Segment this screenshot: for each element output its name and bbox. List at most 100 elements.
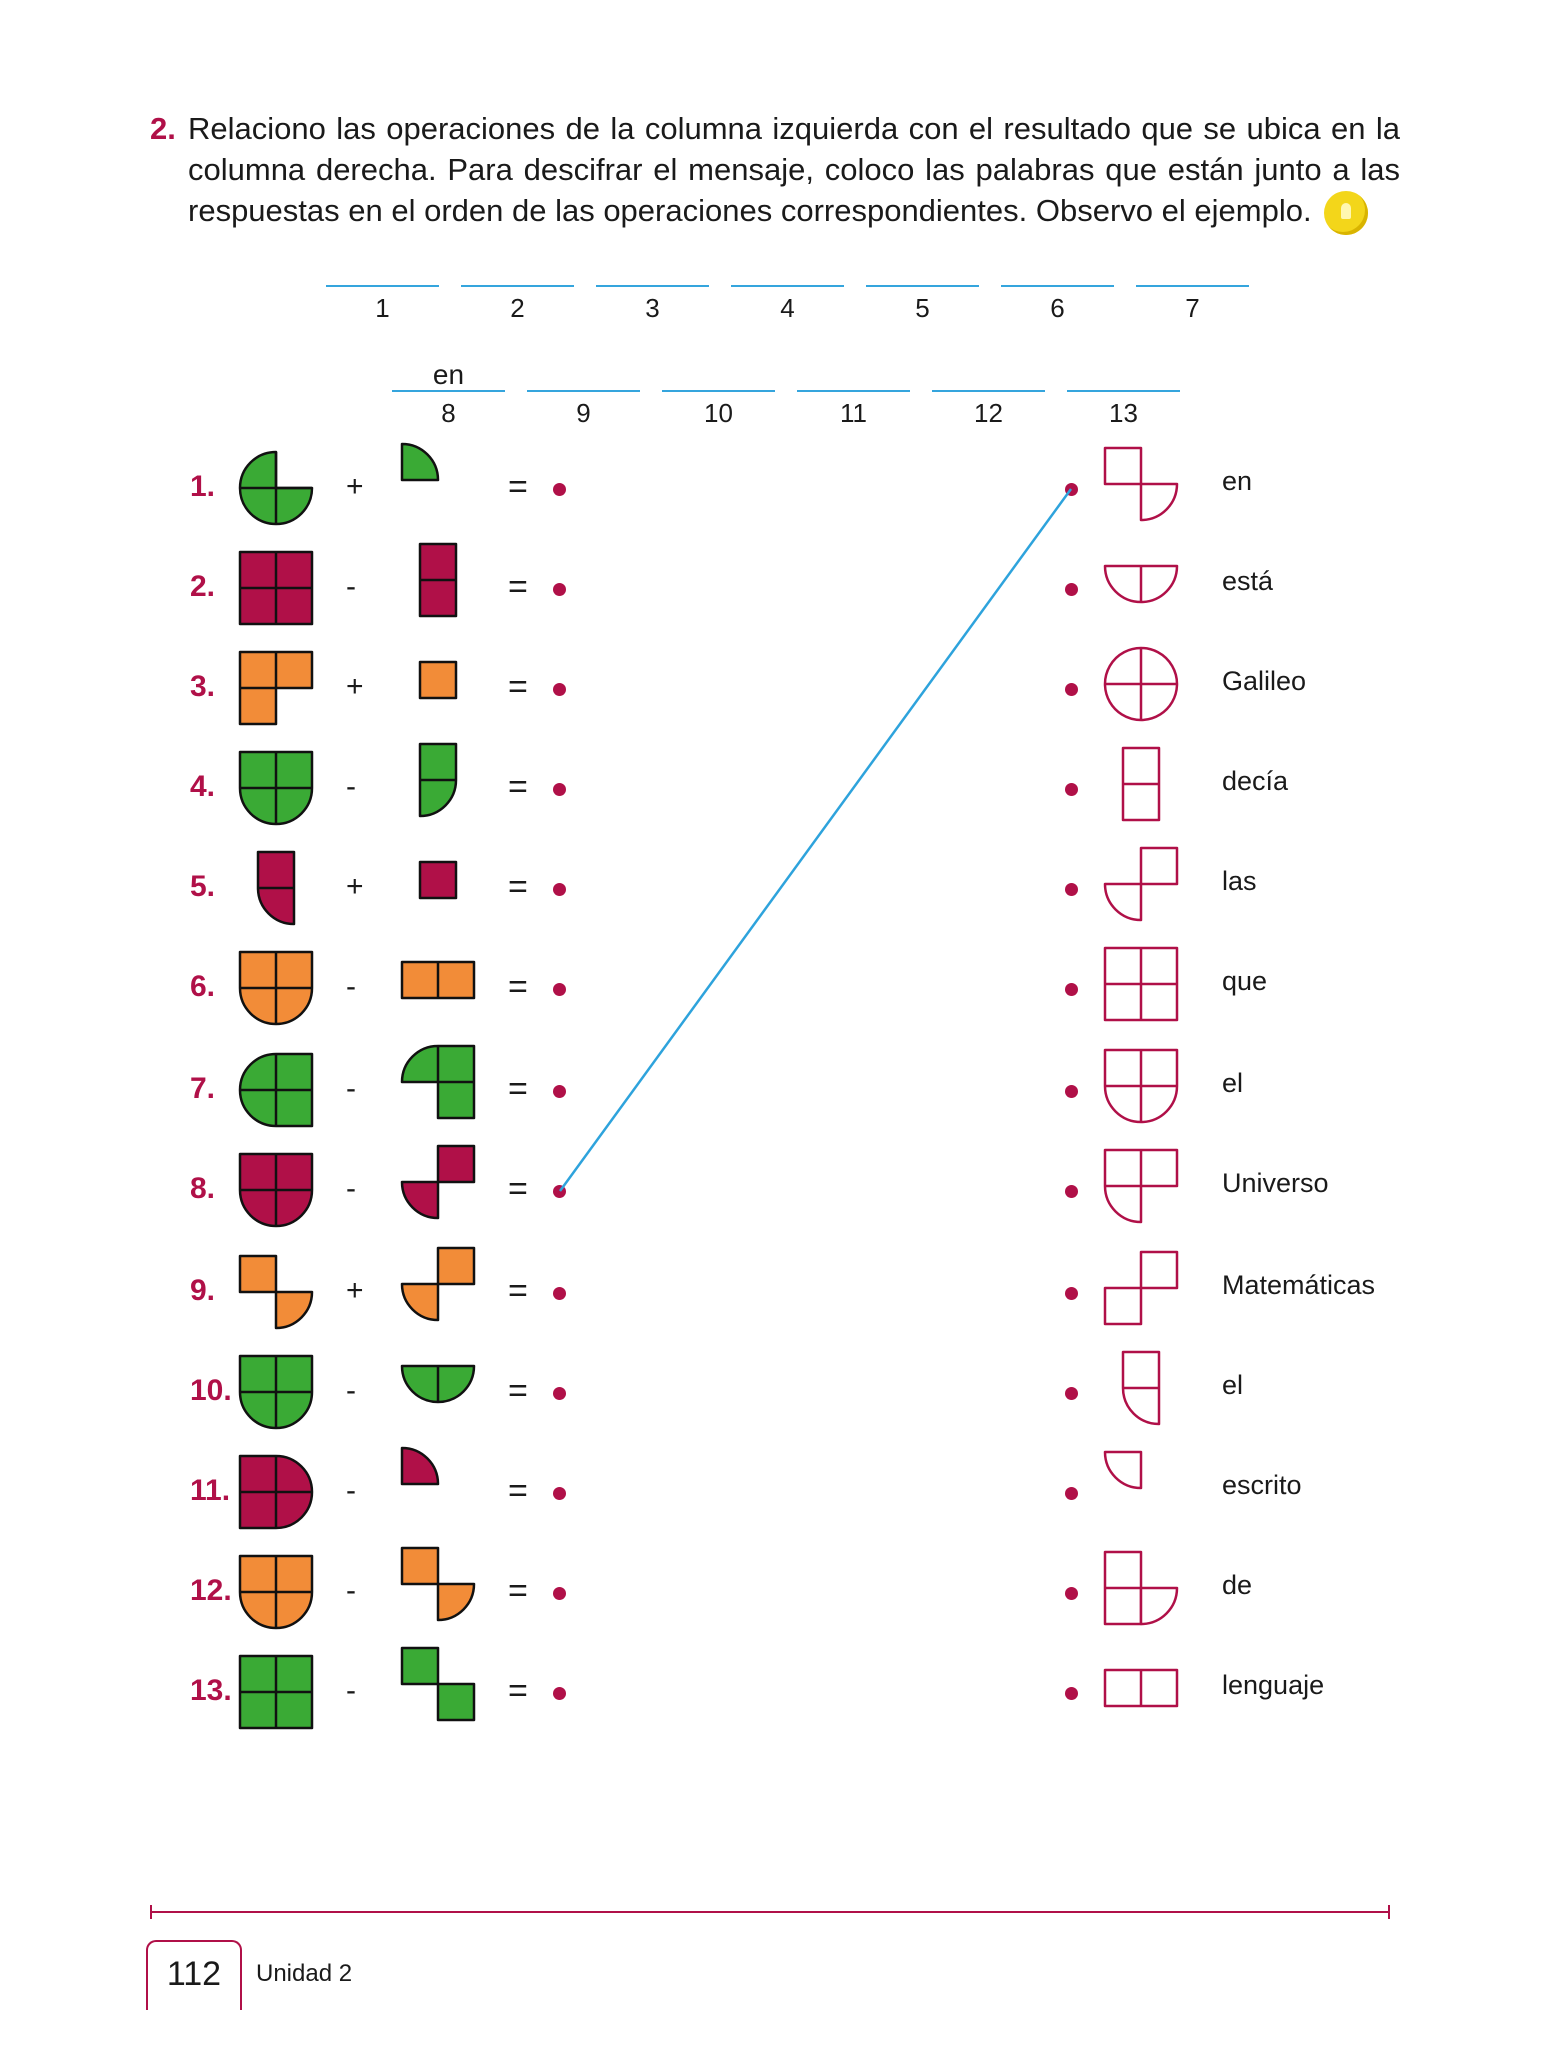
answer-word: Matemáticas (1222, 1270, 1376, 1300)
left-match-dot[interactable] (553, 1487, 566, 1500)
answer-shape (1121, 746, 1161, 822)
right-match-dot[interactable] (1065, 583, 1078, 596)
operator: - (346, 1574, 356, 1607)
left-match-dot[interactable] (553, 1085, 566, 1098)
operation-number: 6. (190, 970, 216, 1003)
left-operand-shape (256, 850, 296, 926)
blank-number: 11 (840, 398, 867, 428)
right-match-dot[interactable] (1065, 1587, 1078, 1600)
left-match-dot[interactable] (553, 683, 566, 696)
operation-number: 13. (190, 1674, 232, 1707)
answer-shape (1103, 1048, 1179, 1124)
blank-7[interactable]: 7 (1136, 255, 1249, 324)
left-match-dot[interactable] (553, 1687, 566, 1700)
blank-line (1001, 285, 1114, 287)
right-match-dot[interactable] (1065, 883, 1078, 896)
left-operand-shape (238, 450, 314, 526)
answer-word: decía (1222, 766, 1289, 796)
blank-9[interactable]: 9 (527, 360, 640, 429)
shape-part (436, 1582, 476, 1622)
instruction: 2. Relaciono las operaciones de la colum… (150, 108, 1400, 235)
right-match-dot[interactable] (1065, 683, 1078, 696)
equals-sign: = (508, 1372, 528, 1410)
operator: + (346, 1274, 364, 1307)
blank-11[interactable]: 11 (797, 360, 910, 429)
shape-part (418, 660, 458, 700)
right-operand-shape (400, 1044, 476, 1120)
right-operand-shape (418, 742, 458, 818)
shape-part (400, 1446, 440, 1486)
blank-2[interactable]: 2 (461, 255, 574, 324)
right-match-dot[interactable] (1065, 1687, 1078, 1700)
right-operand-shape (400, 1546, 476, 1622)
right-match-dot[interactable] (1065, 983, 1078, 996)
left-match-dot[interactable] (553, 1387, 566, 1400)
right-match-dot[interactable] (1065, 783, 1078, 796)
answer-word: el (1222, 1370, 1244, 1400)
left-operand-shape (238, 1254, 314, 1330)
blank-line (596, 285, 709, 287)
answer-word: está (1222, 566, 1274, 596)
right-match-dot[interactable] (1065, 1287, 1078, 1300)
right-match-dot[interactable] (1065, 1487, 1078, 1500)
equals-sign: = (508, 1672, 528, 1710)
right-match-dot[interactable] (1065, 1185, 1078, 1198)
left-match-dot[interactable] (553, 883, 566, 896)
instruction-text: Relaciono las operaciones de la columna … (188, 111, 1400, 228)
left-operand-shape (238, 650, 314, 726)
left-operand-shape (238, 1454, 314, 1530)
left-match-dot[interactable] (553, 783, 566, 796)
operation-row: 6. - = que (0, 946, 1564, 1028)
blank-line (1067, 390, 1180, 392)
equals-sign: = (508, 468, 528, 506)
blank-number: 13 (1109, 398, 1138, 428)
right-match-dot[interactable] (1065, 1085, 1078, 1098)
right-operand-shape (400, 442, 440, 482)
page-number: 112 (146, 1940, 242, 2010)
shape-part (436, 1682, 476, 1722)
operator: - (346, 1674, 356, 1707)
blank-8[interactable]: en 8 (392, 360, 505, 429)
blank-4[interactable]: 4 (731, 255, 844, 324)
operation-row: 8. - = Universo (0, 1144, 1564, 1230)
left-match-dot[interactable] (553, 583, 566, 596)
operator: + (346, 670, 364, 703)
blank-3[interactable]: 3 (596, 255, 709, 324)
blank-line (461, 285, 574, 287)
left-operand-shape (238, 750, 314, 826)
left-match-dot[interactable] (553, 483, 566, 496)
right-operand-shape (400, 1364, 476, 1404)
operator: + (346, 470, 364, 503)
right-operand-shape (418, 660, 458, 700)
operator: - (346, 1072, 356, 1105)
answer-word: Galileo (1222, 666, 1307, 696)
operation-number: 8. (190, 1172, 216, 1205)
blank-10[interactable]: 10 (662, 360, 775, 429)
blank-number: 8 (441, 398, 456, 428)
blank-number: 10 (704, 398, 733, 428)
blank-line (932, 390, 1045, 392)
operation-row: 13. - = lenguaje (0, 1646, 1564, 1732)
equals-sign: = (508, 1472, 528, 1510)
blank-number: 9 (576, 398, 591, 428)
blank-5[interactable]: 5 (866, 255, 979, 324)
answer-word: Universo (1222, 1168, 1329, 1198)
operator: - (346, 1374, 356, 1407)
left-match-dot[interactable] (553, 1587, 566, 1600)
left-operand-shape (238, 1554, 314, 1630)
right-match-dot[interactable] (1065, 1387, 1078, 1400)
blank-1[interactable]: 1 (326, 255, 439, 324)
blank-6[interactable]: 6 (1001, 255, 1114, 324)
left-match-dot[interactable] (553, 1287, 566, 1300)
blank-13[interactable]: 13 (1067, 360, 1180, 429)
shape-part (400, 1282, 440, 1322)
blank-12[interactable]: 12 (932, 360, 1045, 429)
equals-sign: = (508, 1272, 528, 1310)
right-operand-shape (400, 1646, 476, 1722)
right-operand-shape (400, 1246, 476, 1322)
blank-line (527, 390, 640, 392)
shape-part (1139, 482, 1179, 522)
answer-shape (1103, 646, 1179, 722)
shape-part (400, 442, 440, 482)
left-match-dot[interactable] (553, 983, 566, 996)
